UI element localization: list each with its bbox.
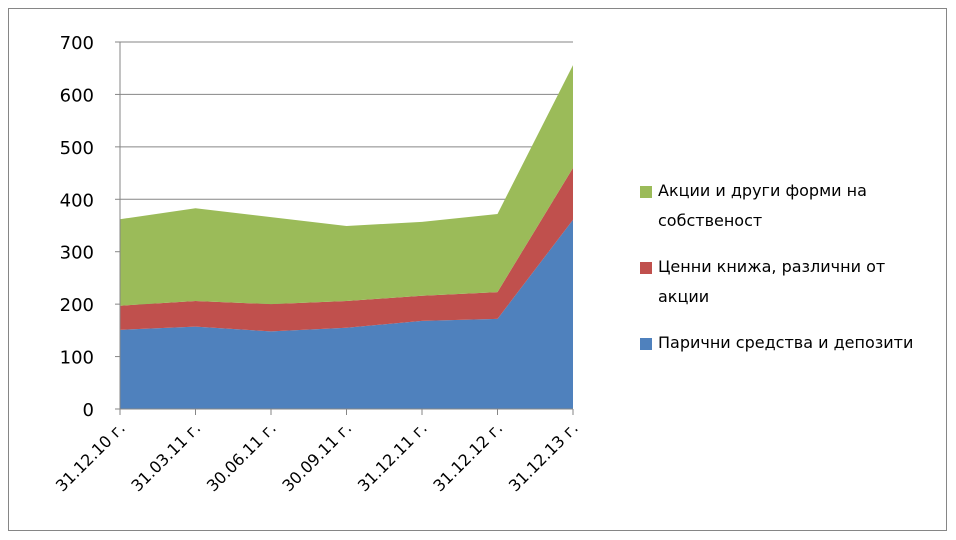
y-tick-label: 700 (60, 33, 94, 54)
y-tick-label: 100 (60, 348, 94, 369)
legend-swatch (640, 338, 652, 350)
legend: Акции и други форми на собственост Ценни … (636, 176, 936, 374)
area (120, 219, 573, 409)
legend-item: Ценни книжа, различни от акции (636, 252, 936, 312)
legend-item: Акции и други форми на собственост (636, 176, 936, 236)
y-tick-label: 300 (60, 243, 94, 264)
legend-swatch (640, 262, 652, 274)
legend-item: Парични средства и депозити (636, 328, 936, 358)
y-tick-label: 400 (60, 190, 94, 211)
area (120, 167, 573, 332)
area (120, 65, 573, 306)
y-tick-label: 500 (60, 138, 94, 159)
y-tick-label: 0 (83, 400, 94, 421)
y-tick-label: 600 (60, 85, 94, 106)
legend-label: Акции и други форми на собственост (658, 181, 867, 230)
legend-swatch (640, 186, 652, 198)
legend-label: Ценни книжа, различни от акции (658, 257, 886, 306)
y-tick-label: 200 (60, 295, 94, 316)
legend-label: Парични средства и депозити (658, 333, 914, 352)
